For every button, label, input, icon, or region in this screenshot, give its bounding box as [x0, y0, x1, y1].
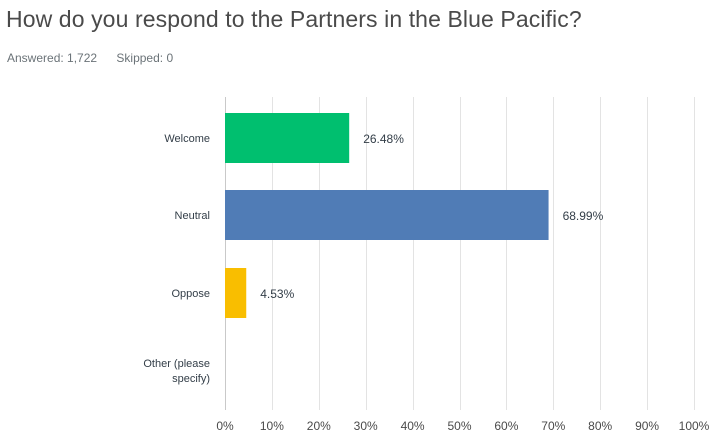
answered-count: Answered: 1,722 [7, 51, 98, 65]
x-tick-label: 30% [354, 419, 378, 433]
data-label: 26.48% [363, 132, 404, 146]
category-label: Neutral [175, 210, 210, 222]
category-label: Welcome [164, 133, 210, 145]
x-tick-label: 80% [588, 419, 612, 433]
category-label: Oppose [171, 288, 210, 300]
x-tick-label: 60% [494, 419, 518, 433]
x-tick-label: 20% [307, 419, 331, 433]
category-label: Other (please [143, 358, 210, 370]
x-tick-label: 10% [260, 419, 284, 433]
bar [225, 268, 247, 318]
category-label: specify) [172, 373, 210, 385]
data-label: 68.99% [563, 209, 604, 223]
response-summary: Answered: 1,722 Skipped: 0 [7, 51, 189, 65]
x-tick-label: 70% [541, 419, 565, 433]
x-tick-label: 90% [635, 419, 659, 433]
x-tick-label: 40% [401, 419, 425, 433]
bar [225, 190, 549, 240]
skipped-count: Skipped: 0 [116, 51, 174, 65]
question-title: How do you respond to the Partners in th… [6, 6, 582, 32]
data-label: 4.53% [260, 287, 294, 301]
x-tick-label: 0% [216, 419, 234, 433]
x-tick-label: 100% [679, 419, 710, 433]
x-tick-label: 50% [447, 419, 471, 433]
bar [225, 113, 350, 163]
